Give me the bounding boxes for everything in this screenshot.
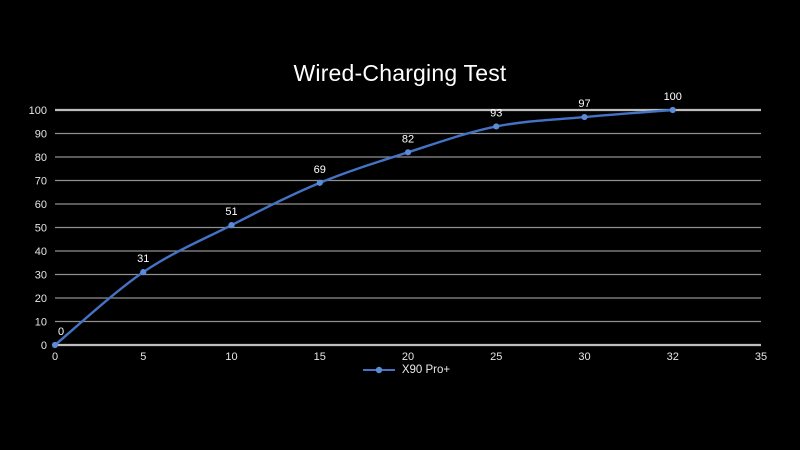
x-tick-label: 0: [52, 351, 58, 363]
y-tick-label: 20: [35, 293, 47, 305]
legend-line-marker-icon: [362, 366, 395, 374]
data-point-marker: [316, 179, 323, 186]
data-point-marker: [51, 341, 59, 349]
x-tick-label: 10: [225, 351, 237, 363]
y-tick-label: 10: [35, 317, 47, 329]
y-tick-label: 40: [35, 246, 47, 258]
data-point-marker: [404, 149, 412, 156]
data-label: 0: [58, 326, 64, 338]
y-tick-label: 60: [35, 199, 47, 211]
x-tick-label: 32: [667, 351, 679, 363]
y-tick-label: 100: [29, 105, 47, 117]
x-tick-label: 30: [578, 351, 590, 363]
data-point-marker: [493, 123, 500, 130]
legend: X90 Pro+: [0, 361, 800, 379]
chart-title: Wired-Charging Test: [293, 60, 507, 86]
y-tick-label: 90: [35, 129, 47, 141]
x-tick-label: 25: [490, 351, 502, 363]
data-label: 93: [490, 107, 502, 119]
data-label: 97: [578, 98, 590, 110]
data-label: 69: [314, 164, 326, 176]
data-label: 31: [137, 253, 149, 265]
data-point-marker: [581, 113, 588, 121]
y-tick-label: 30: [35, 270, 47, 282]
x-tick-label: 5: [140, 351, 146, 363]
data-label: 100: [664, 91, 682, 103]
y-tick-label: 80: [35, 152, 47, 164]
data-point-marker: [669, 106, 676, 114]
data-point-marker: [140, 269, 147, 276]
x-tick-label: 15: [314, 351, 326, 363]
series-line: [53, 108, 674, 347]
y-tick-label: 70: [35, 176, 47, 188]
data-point-marker: [228, 222, 235, 229]
y-tick-label: 0: [41, 340, 47, 352]
data-label: 82: [402, 133, 414, 145]
y-tick-label: 50: [35, 223, 47, 235]
x-tick-label: 35: [755, 351, 767, 363]
x-tick-label: 20: [402, 351, 414, 363]
data-label: 51: [225, 206, 237, 218]
legend-series-label: X90 Pro+: [401, 364, 451, 376]
